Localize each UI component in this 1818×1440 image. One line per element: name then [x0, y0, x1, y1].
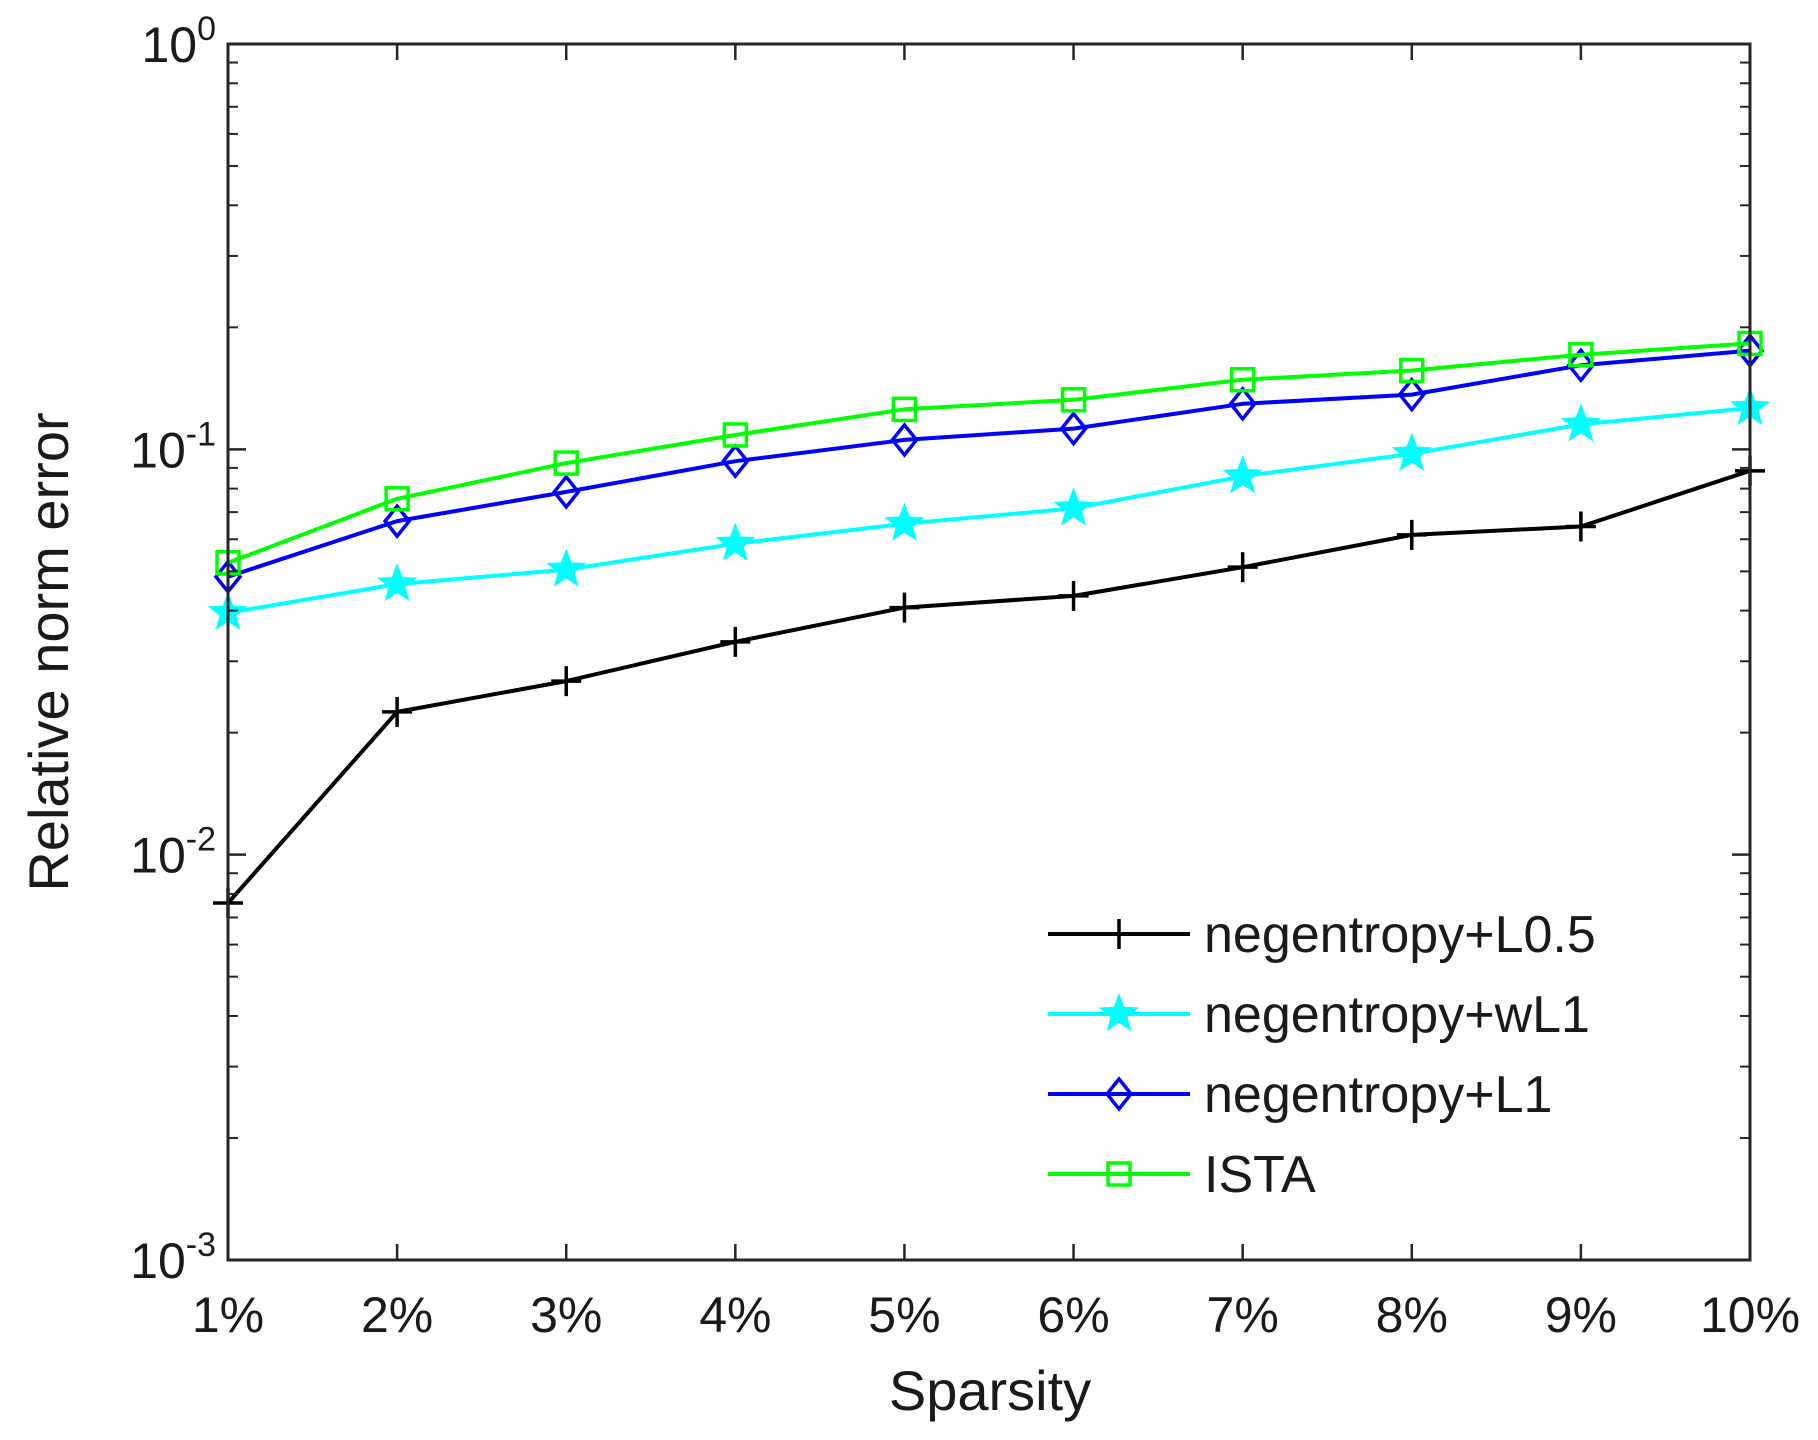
data-point: [715, 522, 756, 561]
x-tick-label: 3%: [530, 1287, 602, 1343]
data-point: [1060, 387, 1087, 413]
data-point: [722, 422, 749, 448]
data-point: [891, 396, 918, 423]
data-point: [384, 486, 410, 512]
legend-entry: negentropy+L1: [1048, 1066, 1552, 1124]
data-point: [1229, 366, 1256, 393]
data-point: [376, 562, 418, 602]
data-point: [382, 696, 413, 727]
data-point: [721, 443, 750, 479]
x-axis-label: Sparsity: [889, 1359, 1091, 1422]
legend-marker: [1098, 992, 1140, 1032]
data-point: [551, 474, 581, 510]
y-tick-label: 10-3: [130, 1226, 216, 1289]
data-point: [553, 450, 579, 476]
data-point: [1568, 341, 1594, 368]
x-tick-label: 1%: [192, 1287, 264, 1343]
data-point: [1560, 403, 1602, 442]
series-line: [227, 341, 1751, 565]
x-tick-label: 8%: [1376, 1287, 1448, 1343]
x-tick-label: 4%: [699, 1287, 771, 1343]
x-tick-label: 7%: [1207, 1287, 1279, 1343]
data-point: [720, 626, 751, 657]
legend-marker: [1106, 1161, 1132, 1187]
series-plus: [213, 455, 1765, 918]
data-point: [1391, 432, 1432, 471]
data-point: [1228, 386, 1257, 422]
data-point: [1565, 511, 1596, 542]
legend: negentropy+L0.5 negentropy+wL1 negentropy+…: [1048, 906, 1596, 1204]
x-tick-label: 6%: [1037, 1287, 1109, 1343]
data-point: [890, 422, 919, 458]
data-point: [889, 592, 920, 623]
y-tick-label: 100: [141, 10, 216, 73]
plot-frame: [226, 42, 1752, 1262]
data-point: [1399, 357, 1425, 384]
series-line: [227, 348, 1751, 579]
x-tick-label: 5%: [868, 1287, 940, 1343]
legend-marker: [1104, 919, 1134, 949]
data-point: [1059, 410, 1088, 447]
legend-entry: negentropy+L0.5: [1048, 906, 1596, 964]
legend-label: negentropy+wL1: [1204, 986, 1590, 1044]
legend-label: ISTA: [1204, 1146, 1316, 1204]
x-tick-label: 2%: [361, 1287, 433, 1343]
legend-entry: ISTA: [1048, 1146, 1316, 1204]
data-point: [884, 502, 925, 541]
data-point: [551, 666, 582, 697]
data-point: [1227, 552, 1258, 583]
data-point: [1222, 455, 1263, 494]
data-point: [546, 548, 587, 587]
legend-marker: [1104, 1076, 1134, 1112]
data-point: [1566, 347, 1596, 384]
y-tick-label: 10-1: [130, 415, 216, 478]
data-point: [1058, 580, 1089, 611]
x-tick-label: 10%: [1700, 1287, 1800, 1343]
tick-layer: 1% 2% 3% 4% 5% 6% 7% 8% 9% 10% 100 10-1 10-2 10-3: [130, 10, 1800, 1343]
x-tick-label: 9%: [1545, 1287, 1617, 1343]
data-point: [1053, 487, 1094, 526]
legend-label: negentropy+L1: [1204, 1066, 1552, 1124]
series-line: [226, 468, 1751, 905]
series-line: [227, 406, 1751, 615]
y-axis-label: Relative norm error: [17, 412, 80, 891]
y-tick-label: 10-2: [130, 821, 216, 884]
data-point: [1397, 376, 1427, 413]
legend-entry: negentropy+wL1: [1048, 986, 1590, 1044]
data-point: [1396, 519, 1427, 550]
legend-label: negentropy+L0.5: [1204, 906, 1596, 964]
data-point: [382, 503, 412, 539]
